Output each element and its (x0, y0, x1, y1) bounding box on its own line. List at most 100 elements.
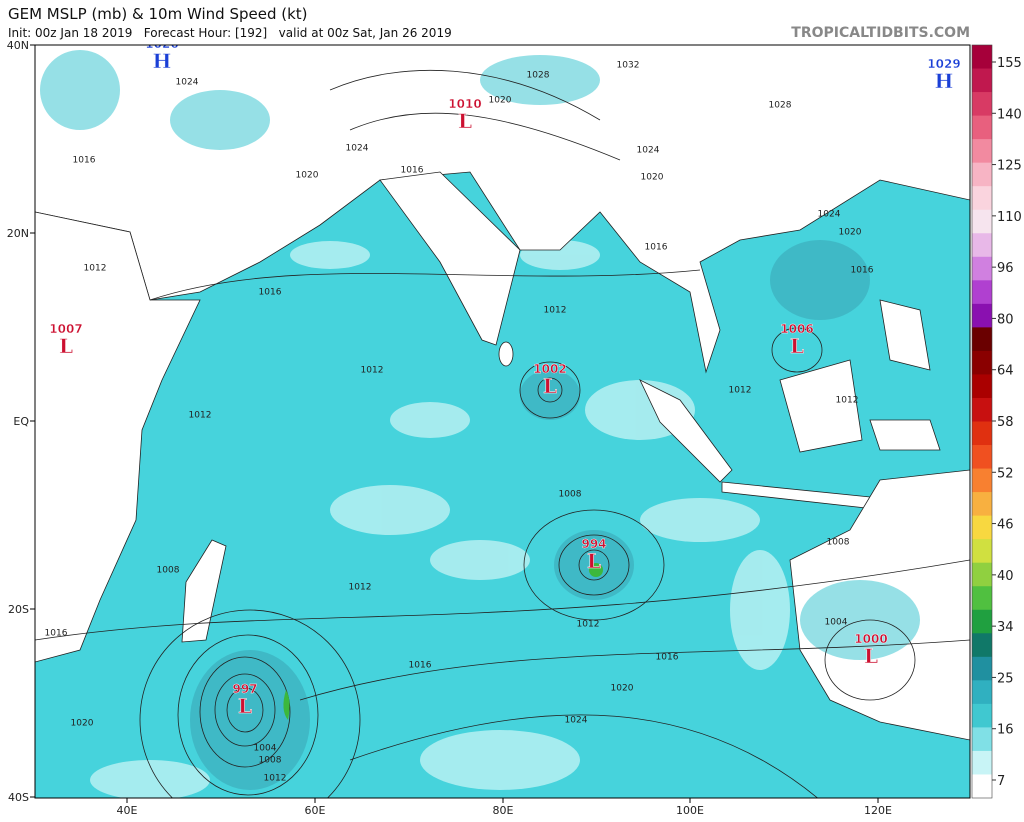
isobar-label: 1028 (527, 71, 550, 81)
land-wind-areas (40, 50, 920, 660)
colorbar-segment (972, 139, 992, 164)
isobar-label: 1012 (189, 411, 212, 421)
colorbar-label: 52 (997, 466, 1014, 481)
lat-label: 40S (8, 791, 29, 804)
isobar-label: 1012 (84, 264, 107, 274)
colorbar-segment (972, 539, 992, 564)
pressure-value: 1029 (927, 57, 960, 71)
isobar-label: 1012 (544, 306, 567, 316)
isobar-label: 1024 (176, 78, 199, 88)
isobar-label: 1012 (729, 386, 752, 396)
land (35, 45, 970, 741)
isobar-label: 1016 (409, 661, 432, 671)
pressure-value: 1007 (49, 322, 82, 336)
colorbar-label: 110 (997, 210, 1022, 225)
colorbar-segment (972, 162, 992, 187)
colorbar-segment (972, 586, 992, 611)
lat-label: EQ (13, 415, 29, 428)
pressure-center: L (59, 334, 73, 358)
colorbar-label: 16 (997, 723, 1014, 738)
colorbar-label: 34 (997, 620, 1014, 635)
isobar-label: 1024 (565, 716, 588, 726)
isobar-label: 1016 (259, 288, 282, 298)
pressure-center: L (587, 549, 601, 573)
isobar-label: 1020 (839, 228, 862, 238)
pressure-value: 1026 (145, 37, 178, 51)
pressure-center: L (864, 644, 878, 668)
pressure-center: L (238, 694, 252, 718)
isobar-label: 1004 (825, 618, 848, 628)
lon-label: 60E (305, 804, 326, 817)
isobar-label: 1012 (577, 620, 600, 630)
colorbar-label: 46 (997, 518, 1014, 533)
colorbar-label: 80 (997, 312, 1014, 327)
isobar-label: 1012 (361, 366, 384, 376)
colorbar-label: 7 (997, 774, 1005, 789)
colorbar-segment (972, 209, 992, 234)
title: GEM MSLP (mb) & 10m Wind Speed (kt) (8, 5, 308, 23)
source: TROPICALTIDBITS.COM (791, 25, 970, 41)
colorbar-label: 140 (997, 107, 1022, 122)
colorbar-segment (972, 609, 992, 634)
isobar-label: 1020 (71, 719, 94, 729)
isobar-label: 1020 (611, 684, 634, 694)
isobar-label: 1016 (45, 629, 68, 639)
isobar-label: 1020 (296, 171, 319, 181)
pressure-center: L (543, 374, 557, 398)
isobar-label: 1020 (641, 173, 664, 183)
pressure-value: 1010 (448, 97, 481, 111)
colorbar-segment (972, 445, 992, 470)
wind-max (283, 690, 290, 720)
isobar-label: 1016 (401, 166, 424, 176)
isobar-label: 1024 (818, 210, 841, 220)
lon-label: 80E (493, 804, 514, 817)
pressure-value: 994 (581, 537, 606, 551)
isobar-label: 1016 (73, 156, 96, 166)
colorbar-label: 64 (997, 364, 1014, 379)
pressure-value: 1000 (854, 632, 887, 646)
colorbar-segment (972, 727, 992, 752)
lon-label: 100E (676, 804, 704, 817)
lon-label: 40E (117, 804, 138, 817)
colorbar-label: 58 (997, 415, 1014, 430)
colorbar-segment (972, 280, 992, 305)
isobar-label: 1028 (769, 101, 792, 111)
pressure-center: L (458, 109, 472, 133)
colorbar-segment (972, 656, 992, 681)
isobar-label: 1012 (836, 396, 859, 406)
isobar-label: 1016 (656, 653, 679, 663)
colorbar-segment (972, 468, 992, 493)
colorbar-segment (972, 397, 992, 422)
lat-label: 20S (8, 603, 29, 616)
isobar-label: 1008 (827, 538, 850, 548)
colorbar-segment (972, 45, 992, 70)
wind-max (589, 563, 603, 577)
isobar-label: 1004 (254, 744, 277, 754)
colorbar-label: 125 (997, 159, 1022, 174)
colorbar-label: 96 (997, 261, 1014, 276)
pressure-value: 1006 (780, 322, 813, 336)
isobar-label: 1020 (489, 96, 512, 106)
colorbar-segment (972, 115, 992, 140)
isobar-label: 1008 (259, 756, 282, 766)
colorbar-segment (972, 515, 992, 540)
colorbar-segment (972, 703, 992, 728)
lat-label: 20N (7, 227, 29, 240)
pressure-center: H (153, 49, 172, 73)
isobar-label: 1012 (264, 774, 287, 784)
isobar-label: 1012 (349, 583, 372, 593)
isobar-label: 1024 (346, 144, 369, 154)
isobar-label: 1008 (157, 566, 180, 576)
colorbar-label: 40 (997, 569, 1014, 584)
colorbar-segment (972, 350, 992, 375)
colorbar-segment (972, 68, 992, 93)
colorbar-segment (972, 327, 992, 352)
colorbar-segment (972, 680, 992, 705)
pressure-value: 1002 (533, 362, 566, 376)
colorbar-label: 25 (997, 671, 1014, 686)
colorbar-segment (972, 303, 992, 328)
pressure-value: 997 (232, 682, 257, 696)
lat-label: 40N (7, 39, 29, 52)
isobar-label: 1016 (645, 243, 668, 253)
